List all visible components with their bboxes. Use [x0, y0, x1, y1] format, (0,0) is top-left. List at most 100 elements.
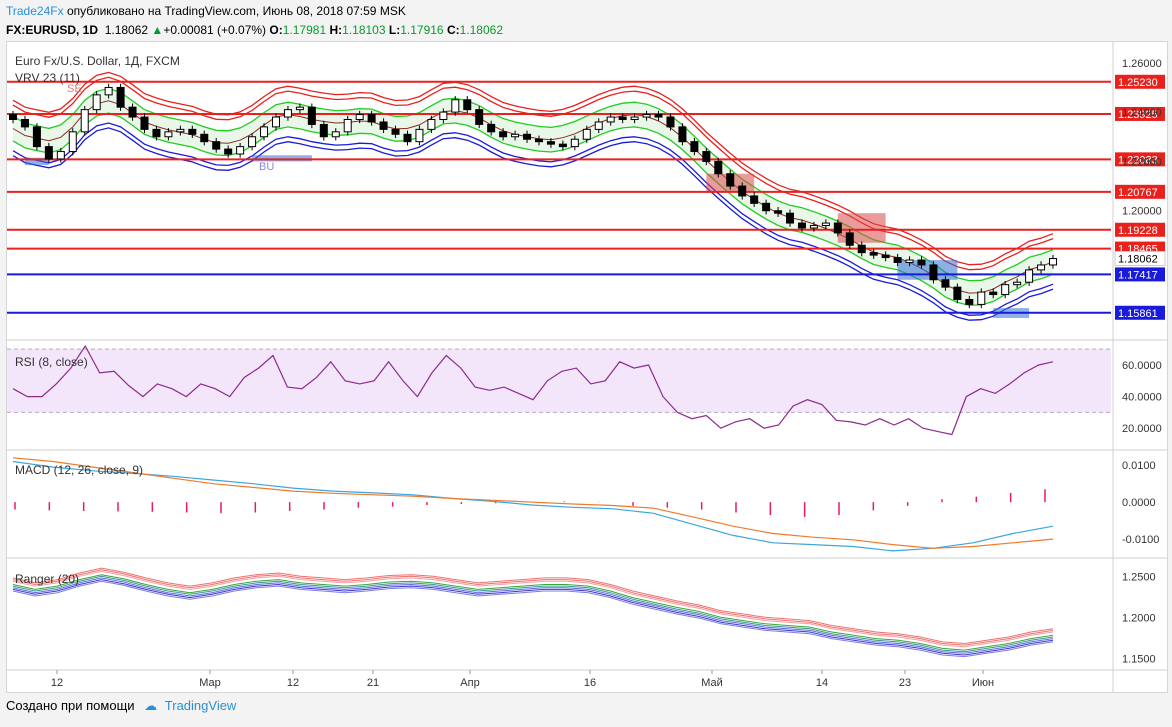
- candle-body: [762, 202, 771, 212]
- time-axis-label: 14: [816, 677, 828, 689]
- ranger-line: [12, 579, 1054, 656]
- candle-body: [881, 254, 890, 259]
- ranger-line: [12, 570, 1054, 648]
- candle-body: [44, 146, 53, 160]
- candle-body: [212, 141, 221, 150]
- candle-body: [140, 116, 149, 130]
- candle-body: [523, 133, 532, 140]
- chart-container[interactable]: 1.25230 1.23925 1.22083 1.20767 1.19228 1.184…: [6, 41, 1168, 693]
- level-label-box: [1115, 267, 1165, 282]
- level-label: 1.20767: [1118, 187, 1158, 199]
- ranger-line: [12, 574, 1054, 651]
- candle-body: [774, 210, 783, 214]
- level-label: 1.15861: [1118, 308, 1158, 320]
- macd-signal-line: [12, 457, 1054, 549]
- time-axis-label: 23: [899, 677, 911, 689]
- level-label-box: [1115, 74, 1165, 89]
- brand-link[interactable]: Trade24Fx: [6, 4, 64, 18]
- vrv-upper-band-inner: [12, 76, 1054, 271]
- candle-body: [403, 133, 412, 143]
- level-label: 1.22083: [1118, 154, 1158, 166]
- candle-body: [1025, 269, 1034, 283]
- rsi-band: [7, 349, 1111, 413]
- candle-body: [200, 133, 209, 143]
- chart-canvas[interactable]: 1.252301.239251.220831.207671.192281.184…: [7, 42, 1167, 692]
- candle-body: [188, 128, 197, 135]
- main-y-tick: 1.26000: [1122, 58, 1162, 70]
- candle-body: [9, 114, 17, 120]
- candle-body: [905, 259, 914, 264]
- candle-body: [487, 123, 496, 133]
- candle-body: [690, 141, 699, 153]
- rsi-pane-title: RSI (8, close): [15, 355, 88, 369]
- tradingview-link[interactable]: TradingView: [164, 698, 237, 713]
- time-axis-label: 12: [51, 677, 63, 689]
- candle-body: [1049, 258, 1057, 266]
- candle-body: [594, 121, 603, 130]
- candle-body: [32, 126, 41, 148]
- candle-body: [797, 222, 806, 229]
- candle-body: [439, 111, 448, 120]
- low-label: L:: [388, 23, 401, 37]
- ranger-pane-title: Ranger (20): [15, 572, 80, 586]
- candle-body: [427, 119, 436, 130]
- ranger-line: [12, 577, 1054, 654]
- candle-body: [343, 119, 352, 133]
- sell-annotation: SE: [67, 83, 82, 95]
- level-label: 1.19228: [1118, 225, 1158, 237]
- ranger-y-tick: 1.1500: [1122, 653, 1156, 665]
- low-value: 1.17916: [400, 23, 444, 37]
- candle-body: [750, 195, 759, 204]
- symbol-info: FX:EURUSD, 1D 1.18062 ▲+0.00081 (+0.07%)…: [6, 23, 503, 37]
- candle-body: [451, 99, 460, 113]
- close-value: 1.18062: [459, 23, 504, 37]
- time-axis-label: 12: [287, 677, 299, 689]
- candle-body: [248, 136, 257, 148]
- candle-body: [582, 128, 591, 140]
- main-y-tick: 1.24000: [1122, 107, 1162, 119]
- vrv-mid-lower-band: [12, 112, 1054, 307]
- candle-body: [379, 121, 388, 130]
- high-label: H:: [329, 23, 343, 37]
- candle-body: [391, 128, 400, 135]
- candle-body: [821, 222, 830, 227]
- time-axis-label: Июн: [972, 677, 994, 689]
- candle-body: [475, 109, 484, 125]
- candle-body: [977, 291, 986, 305]
- vrv-band-fill: [13, 88, 1053, 306]
- signal-zone: [24, 157, 49, 166]
- level-label-box: [1115, 184, 1165, 199]
- candle-body: [224, 148, 233, 155]
- candle-body: [606, 116, 615, 123]
- time-axis-label: Май: [701, 677, 723, 689]
- candle-body: [546, 141, 555, 145]
- last-price-label: 1.18062: [1118, 254, 1158, 266]
- signal-zone: [837, 213, 886, 243]
- signal-zone: [252, 155, 312, 162]
- candle-body: [260, 126, 269, 138]
- macd-pane-title: MACD (12, 26, close, 9): [15, 463, 144, 477]
- level-label: 1.17417: [1118, 269, 1158, 281]
- candle-body: [893, 257, 902, 264]
- candle-body: [511, 133, 520, 138]
- candle-body: [307, 106, 316, 125]
- candle-body: [295, 106, 304, 111]
- publish-info: опубликовано на TradingView.com, Июнь 08…: [66, 4, 406, 18]
- macd-line: [12, 460, 1054, 552]
- candle-body: [499, 131, 508, 138]
- buy-annotation: BU: [259, 161, 274, 173]
- rsi-y-tick: 40.0000: [1122, 392, 1162, 404]
- level-label-box: [1115, 106, 1165, 121]
- ranger-line: [12, 580, 1054, 658]
- up-arrow-icon: ▲: [151, 23, 164, 37]
- macd-y-tick: 0.0000: [1122, 497, 1156, 509]
- main-pane-title: Euro Fx/U.S. Dollar, 1Д, FXCM: [15, 54, 180, 68]
- candle-body: [869, 252, 878, 256]
- candle-body: [941, 279, 950, 288]
- candle-body: [68, 131, 77, 153]
- last-price-box: [1114, 251, 1166, 267]
- vrv-upper-band-outer: [12, 71, 1054, 266]
- rsi-line: [12, 344, 1054, 436]
- candle-body: [367, 114, 376, 123]
- last-price: 1.18062: [104, 23, 149, 37]
